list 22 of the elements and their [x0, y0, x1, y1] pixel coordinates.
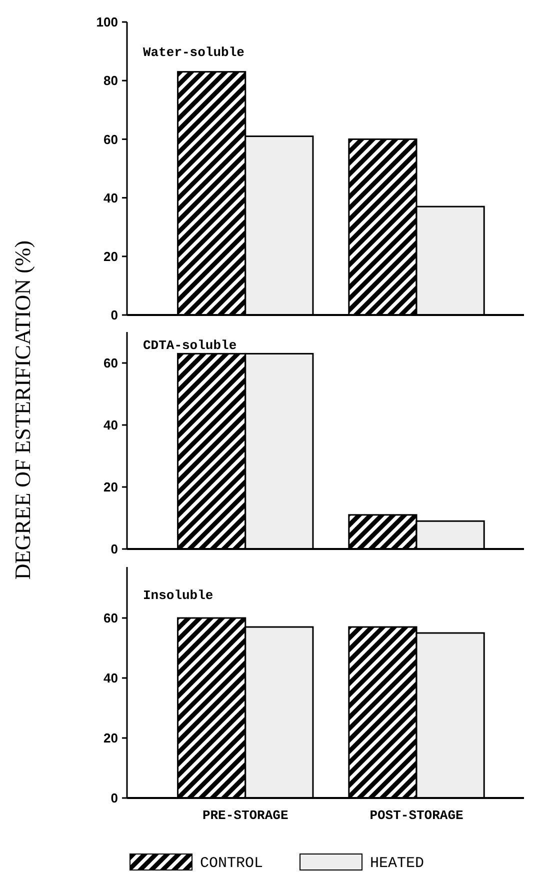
x-tick-label: POST-STORAGE: [370, 808, 464, 823]
y-tick-label: 0: [110, 308, 118, 323]
y-tick-label: 0: [110, 542, 118, 557]
y-tick-label: 60: [104, 356, 118, 371]
y-axis-title: DEGREE OF ESTERIFICATION (%): [10, 240, 35, 580]
text: CDTA-soluble: [143, 338, 237, 353]
y-tick-label: 60: [104, 132, 118, 147]
y-tick-label: 20: [104, 480, 118, 495]
legend-label: CONTROL: [200, 855, 264, 872]
legend-label: HEATED: [370, 855, 424, 872]
y-tick-label: 40: [104, 190, 118, 206]
y-tick-label: 20: [104, 730, 118, 746]
y-tick-label: 40: [104, 670, 118, 686]
y-tick-label: 0: [110, 790, 118, 806]
y-tick-label: 80: [104, 73, 118, 88]
y-tick-label: 60: [104, 610, 118, 626]
x-tick-label: PRE-STORAGE: [202, 808, 288, 823]
y-tick-label: 40: [104, 418, 118, 433]
y-tick-label: 20: [104, 248, 118, 264]
y-tick-label: 100: [96, 14, 118, 30]
text: Water-soluble: [143, 45, 245, 60]
text: Insoluble: [143, 588, 214, 603]
